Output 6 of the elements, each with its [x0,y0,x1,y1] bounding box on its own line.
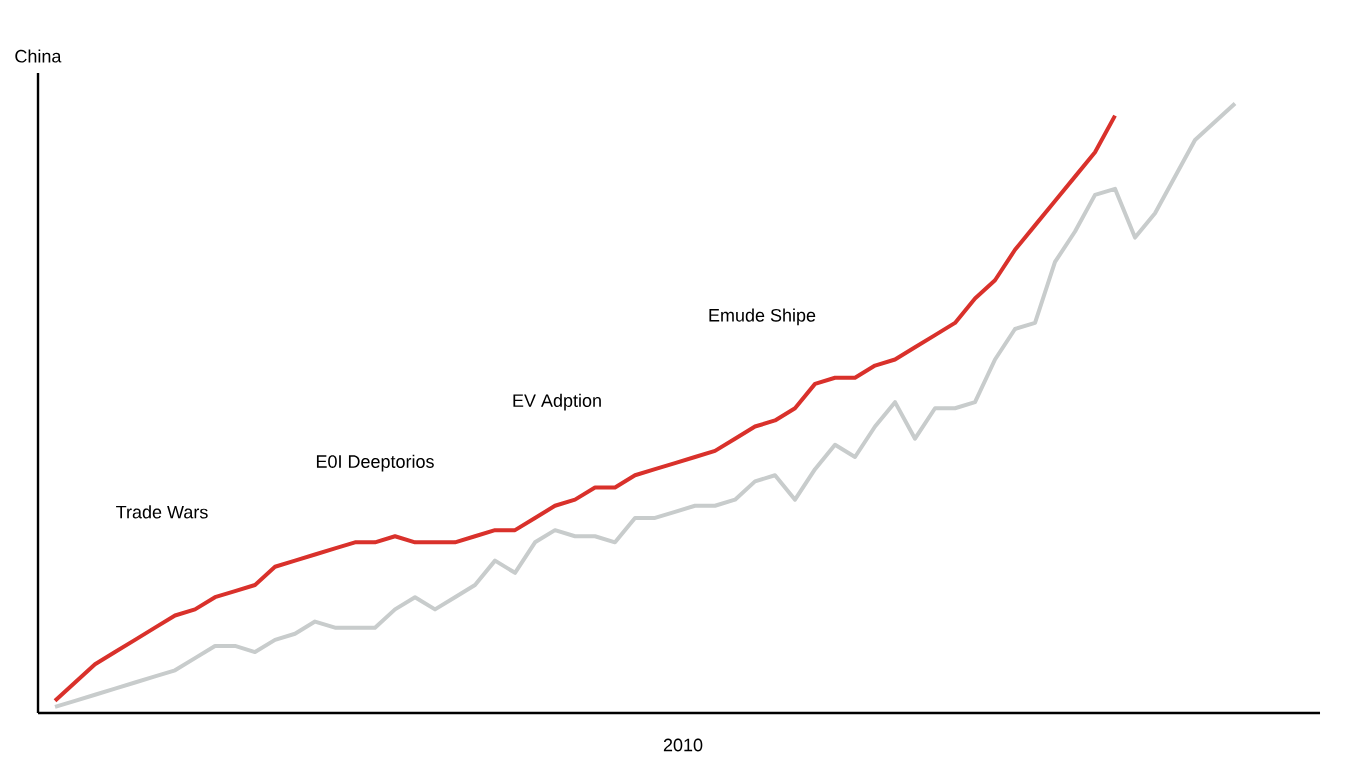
x-axis-title: 2010 [663,738,703,752]
annotation: EV Adption [513,393,601,411]
y-axis-title: China [15,49,62,63]
annotation: Trade Wars [116,505,208,519]
annotation: Emude Shipe [709,308,816,326]
annotation: E0I Deeptorios [316,454,434,472]
